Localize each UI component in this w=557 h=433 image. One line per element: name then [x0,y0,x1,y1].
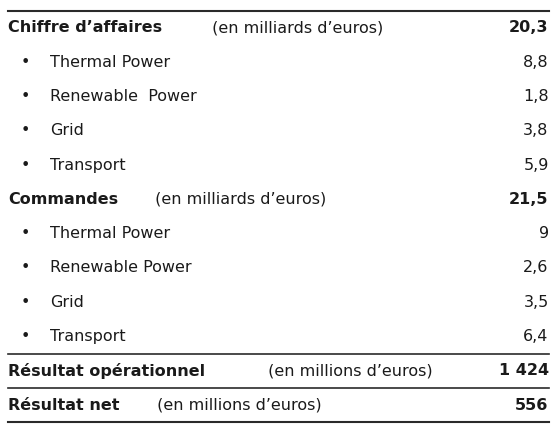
Text: Grid: Grid [50,123,84,138]
Text: •: • [21,123,30,138]
Text: 5,9: 5,9 [523,158,549,173]
Text: 556: 556 [515,397,549,413]
Text: Résultat opérationnel: Résultat opérationnel [8,363,206,379]
Text: 2,6: 2,6 [523,260,549,275]
Text: Résultat net: Résultat net [8,397,120,413]
Text: 8,8: 8,8 [523,55,549,70]
Text: •: • [21,260,30,275]
Text: Commandes: Commandes [8,192,119,207]
Text: Transport: Transport [50,329,126,344]
Text: 9: 9 [539,226,549,241]
Text: 3,8: 3,8 [523,123,549,138]
Text: (en millions d’euros): (en millions d’euros) [263,363,432,378]
Text: 20,3: 20,3 [509,20,549,36]
Text: •: • [21,158,30,173]
Text: •: • [21,55,30,70]
Text: •: • [21,89,30,104]
Text: •: • [21,226,30,241]
Text: Chiffre d’affaires: Chiffre d’affaires [8,20,163,36]
Text: 3,5: 3,5 [524,295,549,310]
Text: (en milliards d’euros): (en milliards d’euros) [150,192,327,207]
Text: Thermal Power: Thermal Power [50,55,170,70]
Text: (en milliards d’euros): (en milliards d’euros) [207,20,383,36]
Text: Transport: Transport [50,158,126,173]
Text: Grid: Grid [50,295,84,310]
Text: (en millions d’euros): (en millions d’euros) [152,397,322,413]
Text: 21,5: 21,5 [509,192,549,207]
Text: •: • [21,329,30,344]
Text: •: • [21,295,30,310]
Text: 1,8: 1,8 [523,89,549,104]
Text: Renewable Power: Renewable Power [50,260,192,275]
Text: 6,4: 6,4 [523,329,549,344]
Text: Thermal Power: Thermal Power [50,226,170,241]
Text: 1 424: 1 424 [499,363,549,378]
Text: Renewable  Power: Renewable Power [50,89,197,104]
